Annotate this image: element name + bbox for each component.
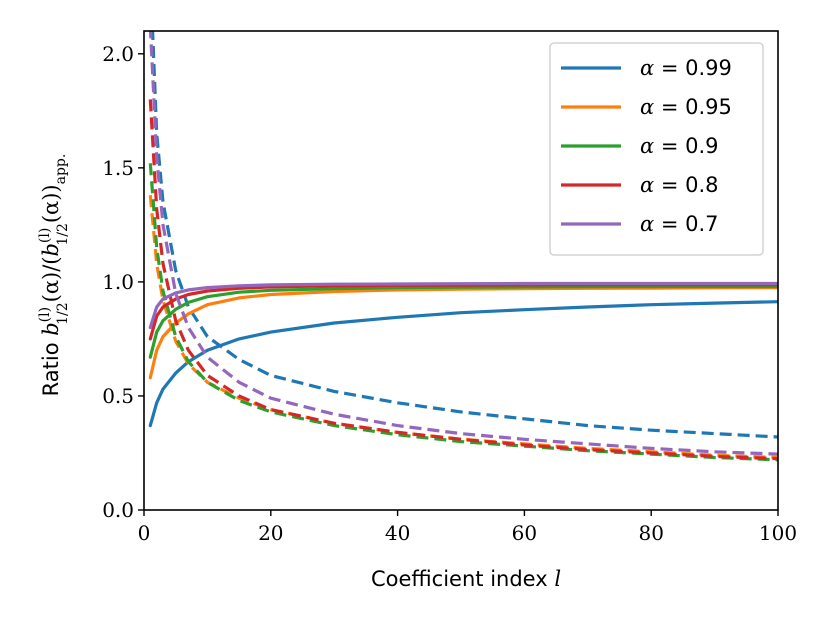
y-axis-label-sub2: 1/2: [55, 223, 71, 246]
y-tick-label: 2.0: [102, 42, 134, 66]
x-tick-label: 40: [385, 521, 410, 545]
y-axis-label-alpha-part: (α)/(: [39, 257, 63, 303]
line-chart: 0 20 40 60 80 100 0.0 0.5 1.0 1.5 2.0 Coefficient…: [0, 0, 830, 623]
x-tick-label: 60: [512, 521, 537, 545]
y-axis-label-app: app.: [53, 154, 69, 185]
legend-label-alpha-09: α = 0.9: [640, 134, 719, 158]
legend-label-var: α: [640, 56, 661, 80]
x-axis-label-text: Coefficient index: [371, 567, 554, 591]
y-tick-label: 0.5: [102, 384, 134, 408]
y-axis-label-prefix: Ratio: [39, 336, 63, 397]
legend: α = 0.99α = 0.95α = 0.9α = 0.8α = 0.7: [550, 43, 763, 255]
legend-label-var: α: [640, 173, 661, 197]
x-tick-label: 100: [759, 521, 797, 545]
legend-label-alpha-07: α = 0.7: [640, 212, 719, 236]
y-tick-label: 1.0: [102, 270, 134, 294]
x-axis-label: Coefficient index l: [371, 567, 561, 591]
legend-label-var: α: [640, 134, 661, 158]
y-axis-label-sub1: 1/2: [55, 302, 71, 325]
legend-label-alpha-099: α = 0.99: [640, 56, 732, 80]
y-axis-label-sup2: (l): [37, 228, 53, 243]
y-tick-label: 0.0: [102, 498, 134, 522]
legend-label-var: α: [640, 212, 661, 236]
y-tick-label: 1.5: [102, 156, 134, 180]
legend-label-value: = 0.7: [661, 212, 719, 236]
y-axis-label: Ratio b(l) 1/2(α)/(b(l) 1/2(α))app.: [37, 154, 71, 397]
legend-label-value: = 0.99: [661, 56, 732, 80]
x-tick-label: 20: [258, 521, 283, 545]
legend-label-value: = 0.8: [661, 173, 719, 197]
x-axis: 0 20 40 60 80 100: [138, 510, 797, 545]
legend-label-alpha-08: α = 0.8: [640, 173, 719, 197]
y-axis: 0.0 0.5 1.0 1.5 2.0: [102, 42, 144, 522]
legend-label-value: = 0.9: [661, 134, 719, 158]
legend-label-alpha-095: α = 0.95: [640, 95, 732, 119]
legend-label-var: α: [640, 95, 661, 119]
y-axis-label-close-part: (α)): [39, 184, 63, 223]
y-axis-label-sup1: (l): [37, 307, 53, 322]
x-tick-label: 0: [138, 521, 151, 545]
x-tick-label: 80: [638, 521, 663, 545]
x-axis-label-var: l: [554, 567, 561, 591]
legend-label-value: = 0.95: [661, 95, 732, 119]
